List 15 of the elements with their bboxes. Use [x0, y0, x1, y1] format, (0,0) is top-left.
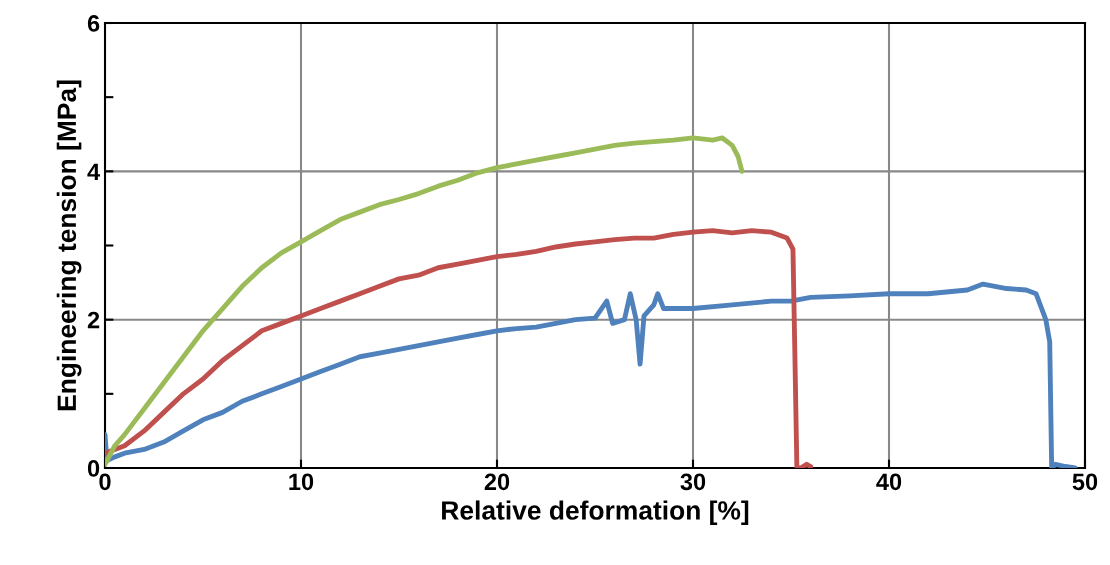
y-tick-label: 2 — [87, 311, 100, 329]
line-series — [105, 281, 1078, 468]
y-tick-label: 0 — [87, 460, 100, 477]
x-tick-label: 50 — [1072, 473, 1098, 491]
x-tick-label: 20 — [484, 473, 510, 491]
line-series — [105, 135, 745, 467]
y-tick-label: 4 — [87, 163, 101, 180]
x-tick-label: 40 — [876, 473, 902, 491]
x-tick-label: 10 — [289, 473, 314, 491]
y-axis-title: Engineering tension [MPa] — [56, 80, 82, 411]
x-tick-label: 30 — [680, 473, 706, 491]
y-tick-label: 6 — [87, 15, 100, 32]
x-tick-label: 0 — [99, 473, 111, 491]
x-axis-title: Relative deformation [%] — [442, 500, 749, 526]
line-series — [105, 228, 814, 468]
